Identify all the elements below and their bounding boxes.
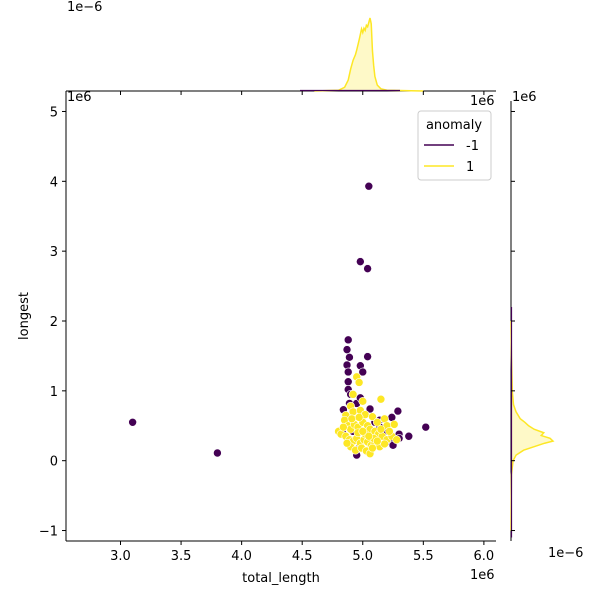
scatter-point — [365, 404, 375, 414]
scatter-point — [364, 181, 374, 191]
y-tick-label: 2 — [50, 315, 58, 330]
y-tick-label: −1 — [39, 525, 58, 540]
scatter-point — [358, 367, 368, 377]
scatter-point — [368, 443, 377, 453]
scatter-point — [343, 335, 353, 345]
scatter-points — [128, 181, 431, 460]
scatter-point — [363, 264, 372, 273]
top-marginal-x-offset-label: 1e6 — [470, 94, 495, 109]
y-tick-label: 0 — [50, 455, 58, 470]
right-marginal-kde — [510, 101, 555, 541]
main-scatter-plot: 3.0 3.5 4.0 4.5 5.0 5.5 6.0 −1 0 1 2 3 4 5 — [39, 91, 515, 564]
scatter-point — [342, 345, 352, 354]
scatter-point — [392, 435, 401, 445]
legend: anomaly -1 1 — [417, 110, 492, 181]
scatter-point — [345, 353, 354, 362]
x-axis-offset-label: 1e6 — [470, 568, 495, 583]
right-marginal-offset-label: 1e−6 — [548, 546, 583, 561]
scatter-point — [372, 417, 382, 427]
top-marginal-line — [314, 17, 424, 92]
x-axis-ticks: 3.0 3.5 4.0 4.5 5.0 5.5 6.0 — [110, 91, 494, 564]
right-marginal-y-offset-label: 1e6 — [512, 90, 537, 105]
legend-box — [417, 110, 492, 181]
scatter-point — [213, 448, 222, 458]
scatter-point — [343, 367, 353, 377]
y-axis-ticks: −1 0 1 2 3 4 5 — [39, 105, 515, 540]
scatter-point — [358, 427, 368, 436]
scatter-point — [376, 424, 386, 434]
scatter-point — [356, 257, 365, 266]
y-tick-label: 3 — [50, 245, 58, 260]
scatter-point — [380, 439, 389, 449]
legend-title: anomaly — [426, 118, 482, 133]
top-marginal-offset-label: 1e−6 — [67, 0, 102, 15]
x-tick-label: 5.0 — [352, 549, 373, 564]
y-tick-label: 4 — [50, 175, 58, 190]
scatter-point — [393, 406, 403, 416]
x-axis-label: total_length — [242, 571, 320, 586]
scatter-point — [348, 390, 358, 399]
x-tick-label: 6.0 — [474, 549, 495, 564]
scatter-point — [368, 412, 377, 421]
x-tick-label: 5.5 — [413, 549, 434, 564]
scatter-point — [342, 438, 352, 448]
top-marginal-fill — [314, 18, 424, 91]
scatter-point — [372, 436, 382, 446]
scatter-point — [358, 397, 368, 406]
right-marginal-line — [510, 320, 555, 531]
scatter-point — [404, 431, 414, 441]
y-axis-offset-label: 1e6 — [67, 90, 92, 105]
scatter-point — [376, 394, 386, 404]
top-marginal-kde — [66, 17, 496, 92]
scatter-point — [128, 417, 137, 427]
y-axis-label: longest — [17, 292, 32, 340]
scatter-point — [389, 420, 399, 429]
legend-label-anomaly: -1 — [466, 139, 479, 154]
legend-label-normal: 1 — [466, 160, 474, 175]
x-tick-label: 4.5 — [292, 549, 313, 564]
scatter-point — [363, 352, 372, 361]
scatter-point — [342, 360, 352, 370]
right-marginal-fill — [511, 321, 553, 531]
scatter-point — [364, 431, 374, 441]
x-tick-label: 3.0 — [110, 549, 131, 564]
x-tick-label: 3.5 — [171, 549, 192, 564]
scatter-point — [354, 378, 364, 387]
x-tick-label: 4.0 — [231, 549, 252, 564]
scatter-point — [343, 377, 353, 387]
scatter-point — [339, 422, 348, 432]
scatter-point — [347, 414, 357, 424]
scatter-point — [354, 413, 364, 422]
y-tick-label: 5 — [50, 105, 58, 120]
scatter-point — [385, 427, 394, 436]
y-tick-label: 1 — [50, 385, 58, 400]
scatter-point — [421, 422, 431, 432]
